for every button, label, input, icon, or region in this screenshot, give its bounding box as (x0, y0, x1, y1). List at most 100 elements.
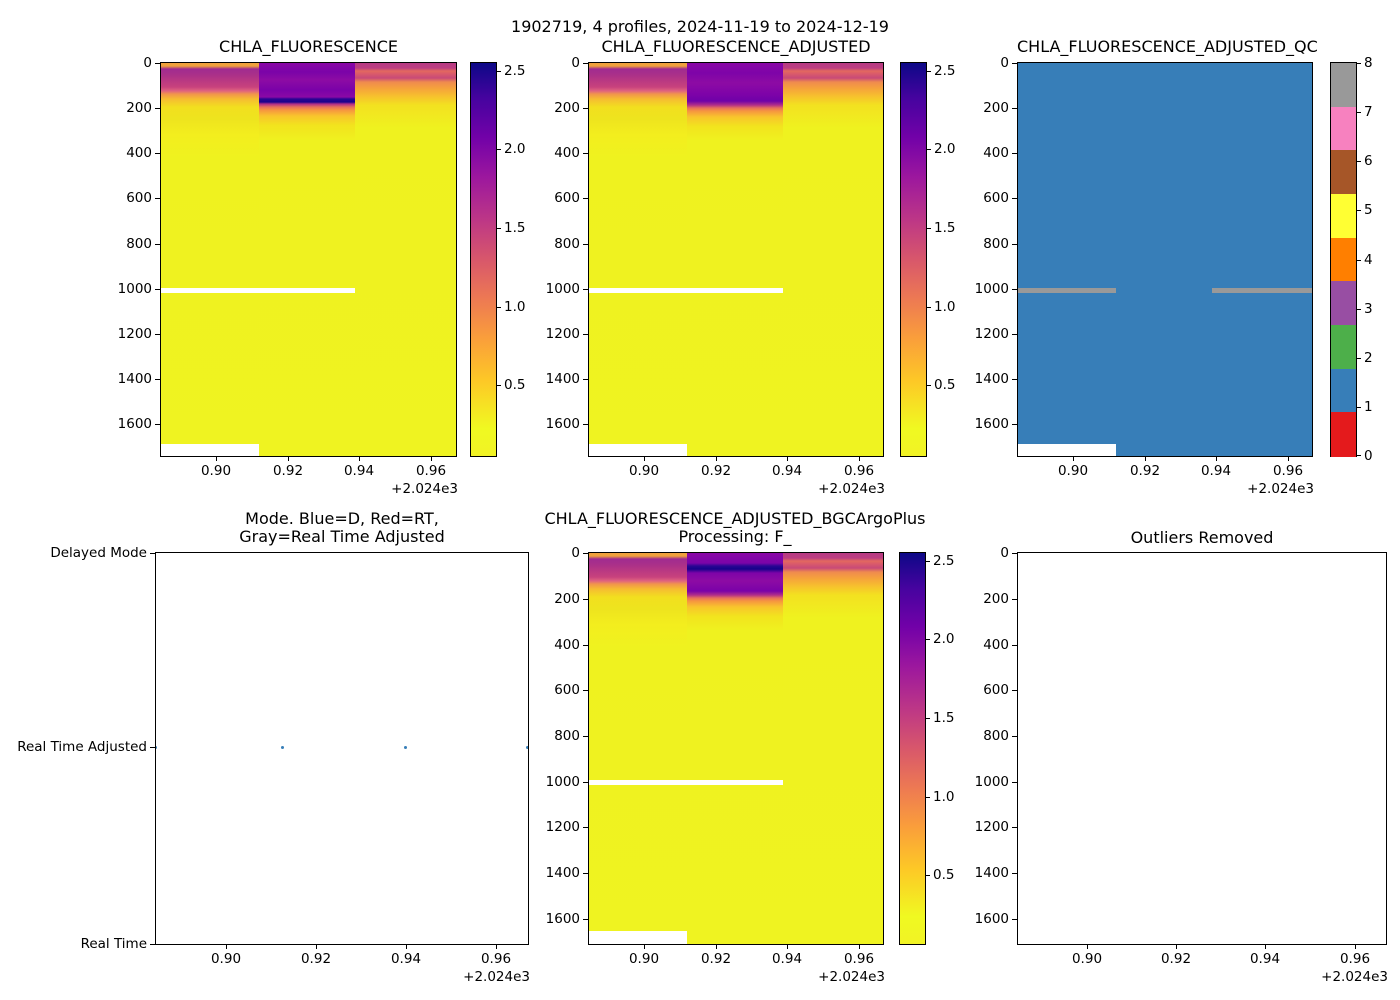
x-tick-mark (216, 457, 217, 461)
y-tick-label: 400 (983, 145, 1009, 161)
y-tick-label: 800 (554, 236, 580, 252)
colorbar-tick-mark (926, 639, 930, 640)
x-tick-mark (496, 945, 497, 949)
y-tick-label: 1200 (545, 819, 580, 835)
y-tick-label: 200 (126, 100, 152, 116)
qc8-gray-line-left (1018, 288, 1116, 293)
plot4-mode-axes: 0.90 0.92 0.94 0.96 +2.024e3 Delayed Mode Real… (17, 545, 530, 985)
x-tick-label: 0.96 (843, 951, 875, 967)
y-tick-mark (583, 424, 588, 425)
x-tick-label: 0.90 (1071, 951, 1103, 967)
colorbar-tick-mark (1357, 308, 1361, 310)
missing-data-line-1000dbar (589, 780, 783, 785)
colorbar-tick-label: 0 (1364, 448, 1373, 464)
colorbar-tick-mark (927, 385, 931, 386)
missing-data-line-1000dbar (589, 288, 783, 293)
colorbar-tick-label: 1 (1364, 398, 1373, 415)
colorbar-tick-mark (497, 307, 501, 308)
qc-colorbar-segment (1331, 106, 1356, 151)
colorbar-tick-label: 2.0 (504, 141, 526, 157)
y-tick-mark (1012, 198, 1017, 199)
colorbar-tick-label: 6 (1364, 153, 1373, 170)
mode-point (526, 746, 528, 749)
y-tick-mark (1012, 289, 1017, 290)
x-tick-mark (644, 457, 645, 461)
colorbar-tick-label: 0.5 (504, 377, 526, 393)
colorbar-tick-label: 2.5 (933, 553, 955, 569)
colorbar-tick-label: 1.0 (933, 789, 955, 805)
x-tick-mark (1073, 457, 1074, 461)
qc-colorbar-segment (1331, 150, 1356, 195)
x-tick-label: 0.90 (1057, 463, 1089, 479)
colorbar-tick-mark (926, 797, 930, 798)
y-tick-label: 0 (571, 545, 580, 561)
x-tick-mark (1176, 945, 1177, 949)
x-tick-mark (787, 457, 788, 461)
y-tick-mark (1012, 244, 1017, 245)
qc8-gray-line-right (1212, 288, 1312, 293)
y-tick-mark (583, 553, 588, 554)
y-tick-mark (583, 379, 588, 380)
y-tick-mark (1012, 873, 1017, 874)
plot3-qc-heatmap-axes: 0.90 0.92 0.94 0.96 +2.024e3 0 200 400 600 800 100… (975, 55, 1314, 497)
colorbar-tick-label: 7 (1364, 104, 1373, 121)
x-tick-label: 0.94 (1200, 463, 1232, 479)
colorbar-tick-label: 2.0 (934, 141, 956, 157)
x-axis-offset-label: +2.024e3 (818, 969, 885, 985)
colorbar-tick-mark (926, 561, 930, 562)
heatmap-column-profile2 (687, 63, 783, 456)
y-tick-mark (1012, 782, 1017, 783)
colorbar-tick-label: 1.5 (504, 220, 526, 236)
plot2-title: CHLA_FLUORESCENCE_ADJUSTED (601, 37, 871, 56)
y-tick-label: 1400 (545, 865, 580, 881)
x-tick-label: 0.96 (1339, 951, 1371, 967)
plot1-title: CHLA_FLUORESCENCE (219, 37, 398, 56)
y-tick-mark (1012, 690, 1017, 691)
y-tick-mark (155, 244, 160, 245)
colorbar-tick-mark (1357, 357, 1361, 359)
colorbar-tick-mark (926, 718, 930, 719)
y-tick-label: 200 (554, 591, 580, 607)
y-tick-mark (1012, 424, 1017, 425)
y-tick-label: 800 (983, 728, 1009, 744)
mode-point (156, 746, 157, 749)
y-tick-label: Real Time Adjusted (17, 739, 147, 755)
y-tick-label: 1000 (974, 281, 1009, 297)
y-tick-mark (583, 198, 588, 199)
missing-data-bottom-left (589, 444, 687, 456)
mode-scatter-layer (156, 553, 528, 944)
qc-colorbar-segment (1331, 368, 1356, 413)
y-tick-label: 200 (554, 100, 580, 116)
x-tick-mark (1265, 945, 1266, 949)
y-tick-mark (150, 944, 155, 945)
y-tick-mark (1012, 599, 1017, 600)
y-tick-mark (1012, 334, 1017, 335)
heatmap-column-profile1 (589, 63, 687, 456)
x-tick-mark (1145, 457, 1146, 461)
x-tick-mark (359, 457, 360, 461)
plot6-title: Outliers Removed (1130, 528, 1274, 547)
y-tick-label: 1400 (117, 371, 152, 387)
y-tick-mark (155, 289, 160, 290)
plot6-outliers-axes: 0.90 0.92 0.94 0.96 +2.024e3 0 200 400 600 800 100… (975, 545, 1388, 985)
y-tick-mark (583, 690, 588, 691)
x-tick-label: 0.90 (210, 951, 242, 967)
x-tick-mark (644, 945, 645, 949)
y-tick-mark (155, 198, 160, 199)
plot3-title: CHLA_FLUORESCENCE_ADJUSTED_QC (1017, 37, 1318, 56)
mode-point (281, 746, 284, 749)
heatmap-column-profile2 (687, 553, 783, 944)
y-tick-label: 600 (983, 190, 1009, 206)
y-tick-label: 800 (554, 728, 580, 744)
heatmap-column-profile3 (355, 63, 456, 456)
x-tick-mark (716, 945, 717, 949)
x-tick-mark (1355, 945, 1356, 949)
x-tick-mark (226, 945, 227, 949)
y-tick-label: 1600 (545, 416, 580, 432)
x-axis-offset-label: +2.024e3 (1247, 481, 1314, 497)
missing-data-bottom-left (1018, 444, 1116, 456)
y-tick-label: 1400 (974, 371, 1009, 387)
qc-colorbar-segment (1331, 237, 1356, 282)
x-tick-label: 0.90 (200, 463, 232, 479)
qc-colorbar-segment (1331, 412, 1356, 457)
